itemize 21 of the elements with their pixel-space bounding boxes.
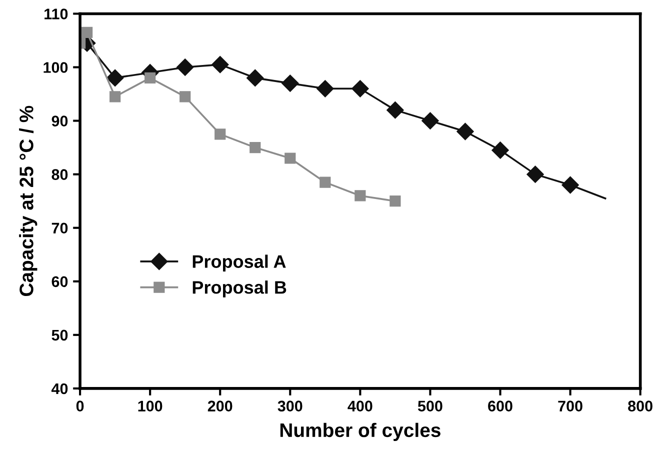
y-tick-label: 40 — [51, 383, 68, 394]
y-tick-label: 50 — [52, 330, 68, 341]
x-tick-label: 800 — [628, 400, 652, 412]
x-tick-label: 100 — [138, 400, 162, 412]
y-tick-label: 100 — [44, 62, 68, 73]
y-axis-title: Capacity at 25 °C / % — [19, 106, 38, 296]
y-tick-label: 90 — [52, 116, 68, 126]
y-tick-label: 70 — [52, 222, 68, 234]
y-tick-label: 60 — [52, 276, 68, 288]
x-axis-title: Number of cycles — [280, 422, 440, 441]
x-tick-label: 400 — [348, 400, 372, 412]
x-tick-label: 700 — [558, 400, 582, 412]
legend-label: Proposal B — [192, 280, 286, 298]
x-tick-label: 200 — [208, 400, 232, 412]
y-tick-label: 110 — [44, 8, 68, 20]
x-tick-label: 300 — [278, 400, 302, 412]
x-tick-label: 500 — [418, 400, 442, 412]
legend-label: Proposal A — [192, 254, 286, 272]
x-tick-label: 600 — [488, 400, 512, 412]
x-tick-label: 0 — [76, 400, 84, 412]
y-tick-label: 80 — [52, 169, 68, 180]
